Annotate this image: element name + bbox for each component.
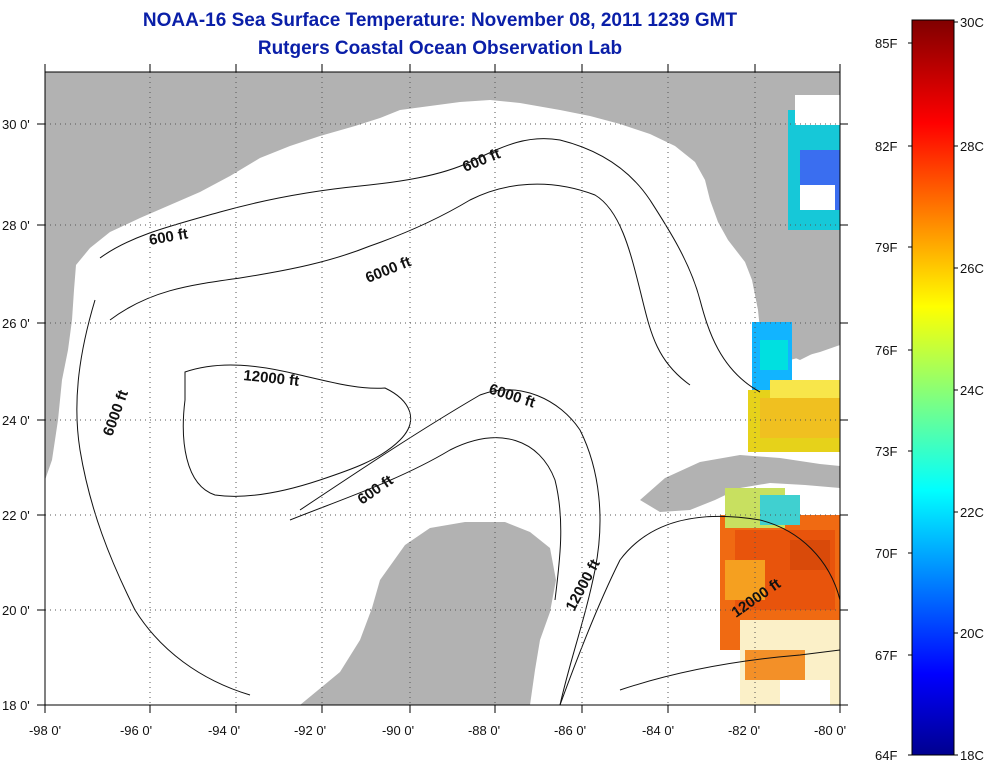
yucatan-land: [300, 522, 556, 705]
x-tick-label: -92 0': [294, 723, 326, 738]
x-tick-label: -86 0': [554, 723, 586, 738]
y-tick-label: 22 0': [2, 508, 30, 523]
color-scale-bar: [911, 19, 955, 756]
contour-6000ft-east: [299, 389, 601, 705]
scale-label-celsius: 26C: [960, 261, 984, 276]
contour-600ft-yucatan: [289, 437, 562, 601]
contour-label: 12000 ft: [243, 367, 300, 390]
scale-label-celsius: 30C: [960, 15, 984, 30]
axis-ticks: [37, 64, 848, 713]
contour-12000ft: [182, 364, 412, 497]
scale-label-celsius: 24C: [960, 383, 984, 398]
map-title: NOAA-16 Sea Surface Temperature: Novembe…: [142, 10, 738, 31]
scale-label-fahrenheit: 73F: [875, 444, 897, 459]
contour-caribbean: [619, 649, 840, 691]
color-scale: 85F 82F 79F 76F 73F 70F 67F 64F 30C 28C …: [875, 15, 984, 763]
x-tick-label: -84 0': [642, 723, 674, 738]
scale-label-fahrenheit: 64F: [875, 748, 897, 763]
map-frame: [44, 71, 841, 706]
scale-label-fahrenheit: 76F: [875, 343, 897, 358]
contour-12000ft-east: [559, 515, 840, 705]
x-tick-label: -82 0': [728, 723, 760, 738]
x-tick-label: -96 0': [120, 723, 152, 738]
x-tick-label: -94 0': [208, 723, 240, 738]
contour-600ft: [99, 138, 761, 393]
scale-label-fahrenheit: 79F: [875, 240, 897, 255]
y-tick-label: 24 0': [2, 413, 30, 428]
scale-label-celsius: 18C: [960, 748, 984, 763]
contour-6000ft-west: [76, 299, 251, 696]
y-tick-label: 26 0': [2, 316, 30, 331]
scale-label-celsius: 28C: [960, 139, 984, 154]
contour-6000ft-north: [109, 183, 691, 386]
sst-swath-keys: [748, 322, 840, 452]
y-tick-label: 18 0': [2, 698, 30, 713]
y-tick-label: 20 0': [2, 603, 30, 618]
florida-land: [700, 72, 836, 360]
scale-label-fahrenheit: 70F: [875, 546, 897, 561]
contour-label: 600 ft: [148, 225, 190, 249]
x-tick-label: -98 0': [29, 723, 61, 738]
lat-lon-grid: [45, 72, 840, 705]
gulf-water: [45, 100, 840, 705]
map-subtitle: Rutgers Coastal Ocean Observation Lab: [257, 38, 623, 59]
bathymetry-contours: [76, 138, 840, 705]
cuba-land: [640, 455, 840, 512]
sst-swath-florida: [788, 95, 840, 230]
scale-label-fahrenheit: 82F: [875, 139, 897, 154]
scale-label-celsius: 20C: [960, 626, 984, 641]
scale-label-celsius: 22C: [960, 505, 984, 520]
x-tick-label: -80 0': [814, 723, 846, 738]
y-tick-label: 28 0': [2, 218, 30, 233]
y-tick-label: 30 0': [2, 117, 30, 132]
scale-label-fahrenheit: 85F: [875, 36, 897, 51]
scale-label-fahrenheit: 67F: [875, 648, 897, 663]
x-tick-label: -88 0': [468, 723, 500, 738]
x-tick-label: -90 0': [382, 723, 414, 738]
